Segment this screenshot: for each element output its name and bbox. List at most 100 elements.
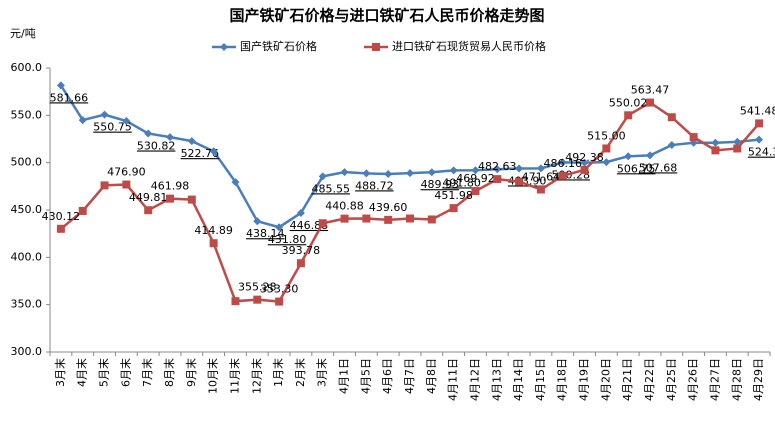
x-tick-label: 4月13日: [490, 358, 503, 401]
point: [78, 206, 87, 215]
x-tick-label: 2月末: [293, 358, 307, 387]
data-label: 491.80: [442, 176, 481, 189]
point: [755, 135, 764, 144]
point: [449, 204, 458, 213]
x-tick-label: 3月末: [53, 358, 67, 387]
data-label: 541.48: [740, 104, 775, 117]
point: [406, 214, 414, 223]
point: [384, 170, 393, 179]
y-axis-label: 元/吨: [10, 27, 36, 40]
point: [56, 81, 65, 90]
point: [209, 147, 218, 156]
y-tick-label: 450.0: [11, 203, 43, 216]
point: [624, 111, 633, 120]
point: [220, 43, 228, 51]
point: [296, 259, 305, 268]
data-label: 414.89: [194, 224, 233, 237]
point: [340, 168, 349, 177]
point: [427, 215, 436, 224]
chart-title: 国产铁矿石价格与进口铁矿石人民币价格走势图: [229, 7, 544, 25]
point: [536, 185, 545, 194]
data-label: 469.92: [456, 172, 495, 185]
data-label: 550.75: [93, 121, 132, 134]
legend-label: 进口铁矿石现货贸易人民币价格: [392, 39, 546, 53]
point: [340, 214, 349, 223]
x-tick-label: 4月22日: [643, 358, 656, 401]
point: [733, 137, 742, 146]
y-tick-label: 600.0: [11, 61, 43, 74]
data-label: 471.64: [522, 171, 561, 184]
data-label: 524.30: [748, 146, 775, 159]
data-label: 482.63: [478, 160, 517, 173]
point: [253, 217, 262, 226]
data-label: 449.81: [129, 191, 168, 204]
data-label: 353.30: [260, 283, 299, 296]
point: [471, 166, 480, 175]
point: [296, 208, 305, 217]
point: [372, 43, 380, 51]
point: [515, 164, 524, 173]
point: [406, 169, 414, 178]
point: [733, 144, 742, 153]
x-tick-label: 4月28日: [730, 358, 743, 401]
x-tick-label: 7月末: [140, 358, 154, 387]
point: [558, 171, 567, 180]
point: [646, 98, 654, 107]
point: [78, 116, 87, 125]
point: [558, 158, 567, 167]
point: [231, 178, 240, 187]
point: [602, 144, 611, 153]
x-tick-label: 4月19日: [578, 358, 591, 401]
point: [56, 224, 65, 233]
data-label: 485.55: [311, 182, 350, 195]
data-label: 430.12: [42, 210, 81, 223]
point: [536, 164, 545, 173]
point: [253, 295, 262, 304]
data-label: 439.60: [369, 201, 408, 214]
data-label: 393.78: [282, 244, 321, 257]
point: [755, 119, 764, 128]
point: [580, 158, 589, 167]
x-tick-label: 4月27日: [708, 358, 721, 401]
point: [187, 137, 196, 146]
point: [667, 113, 676, 122]
point: [711, 146, 720, 155]
data-label: 461.98: [151, 180, 190, 193]
point: [362, 169, 371, 178]
point: [384, 215, 393, 224]
point: [100, 181, 109, 190]
x-tick-label: 4月12日: [468, 358, 481, 401]
point: [166, 194, 174, 203]
y-tick-label: 300.0: [11, 345, 43, 358]
point: [100, 110, 109, 119]
data-label: 451.98: [434, 189, 473, 202]
point: [122, 117, 131, 126]
x-tick-label: 4月20日: [599, 358, 612, 401]
x-tick-label: 4月7日: [403, 358, 416, 394]
point: [427, 168, 436, 177]
data-label: 438.14: [246, 227, 285, 240]
x-tick-label: 1月末: [271, 358, 285, 387]
data-label: 506.75: [617, 162, 656, 175]
data-label: 530.82: [137, 139, 176, 152]
data-label: 507.68: [639, 161, 678, 174]
point: [580, 165, 589, 174]
point: [493, 175, 502, 184]
x-tick-label: 10月末: [206, 358, 220, 394]
x-tick-label: 8月末: [162, 358, 176, 387]
point: [689, 133, 698, 142]
x-tick-label: 4月18日: [556, 358, 569, 401]
data-label: 515.00: [587, 129, 626, 142]
data-label: 486.16: [543, 157, 582, 170]
data-label: 476.90: [107, 166, 146, 179]
x-tick-label: 4月14日: [512, 358, 525, 401]
x-tick-label: 4月29日: [752, 358, 765, 401]
point: [362, 214, 371, 223]
data-label: 440.88: [325, 200, 364, 213]
x-tick-label: 4月15日: [534, 358, 547, 401]
x-tick-label: 4月11日: [447, 358, 460, 401]
point: [166, 133, 174, 142]
y-tick-label: 500.0: [11, 156, 43, 169]
y-tick-label: 550.0: [11, 108, 43, 121]
